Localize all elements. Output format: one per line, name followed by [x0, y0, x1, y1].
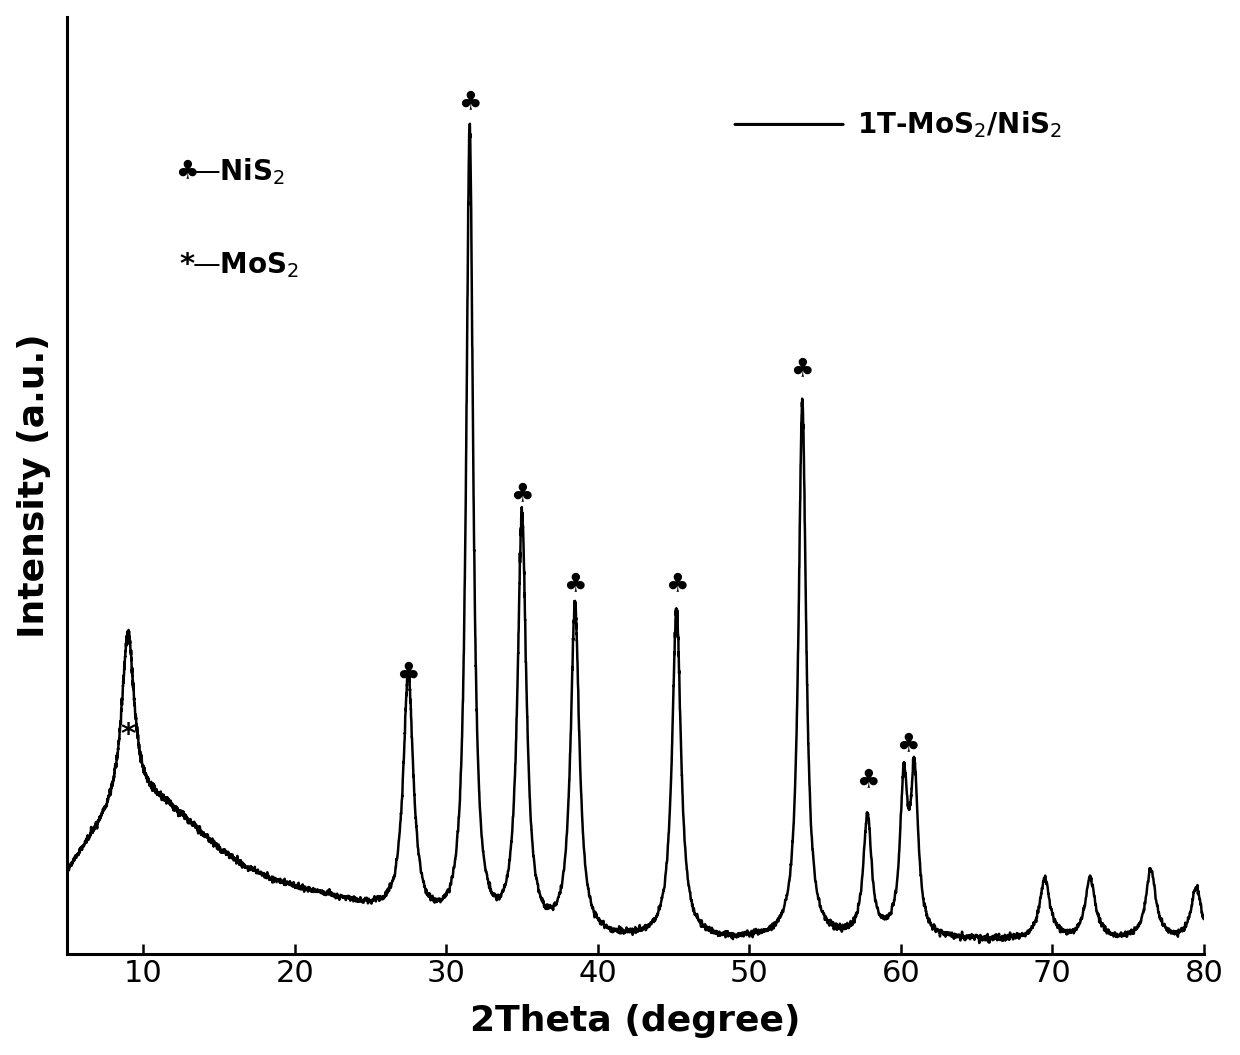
- Text: 1T-MoS$_2$/NiS$_2$: 1T-MoS$_2$/NiS$_2$: [857, 109, 1063, 140]
- Text: ♣: ♣: [856, 767, 879, 793]
- Text: ♣: ♣: [665, 571, 688, 597]
- Text: ♣: ♣: [897, 731, 920, 757]
- Text: —NiS$_2$: —NiS$_2$: [192, 156, 285, 187]
- Text: ♣: ♣: [790, 357, 815, 383]
- Text: ♣: ♣: [563, 571, 587, 597]
- Text: *: *: [120, 721, 135, 749]
- Y-axis label: Intensity (a.u.): Intensity (a.u.): [16, 333, 51, 637]
- Text: ♣: ♣: [175, 158, 198, 185]
- Text: —MoS$_2$: —MoS$_2$: [192, 250, 299, 280]
- Text: ♣: ♣: [510, 481, 533, 507]
- Text: *: *: [179, 251, 195, 279]
- Text: ♣: ♣: [397, 660, 420, 686]
- Text: ♣: ♣: [458, 89, 481, 115]
- X-axis label: 2Theta (degree): 2Theta (degree): [470, 1004, 801, 1038]
